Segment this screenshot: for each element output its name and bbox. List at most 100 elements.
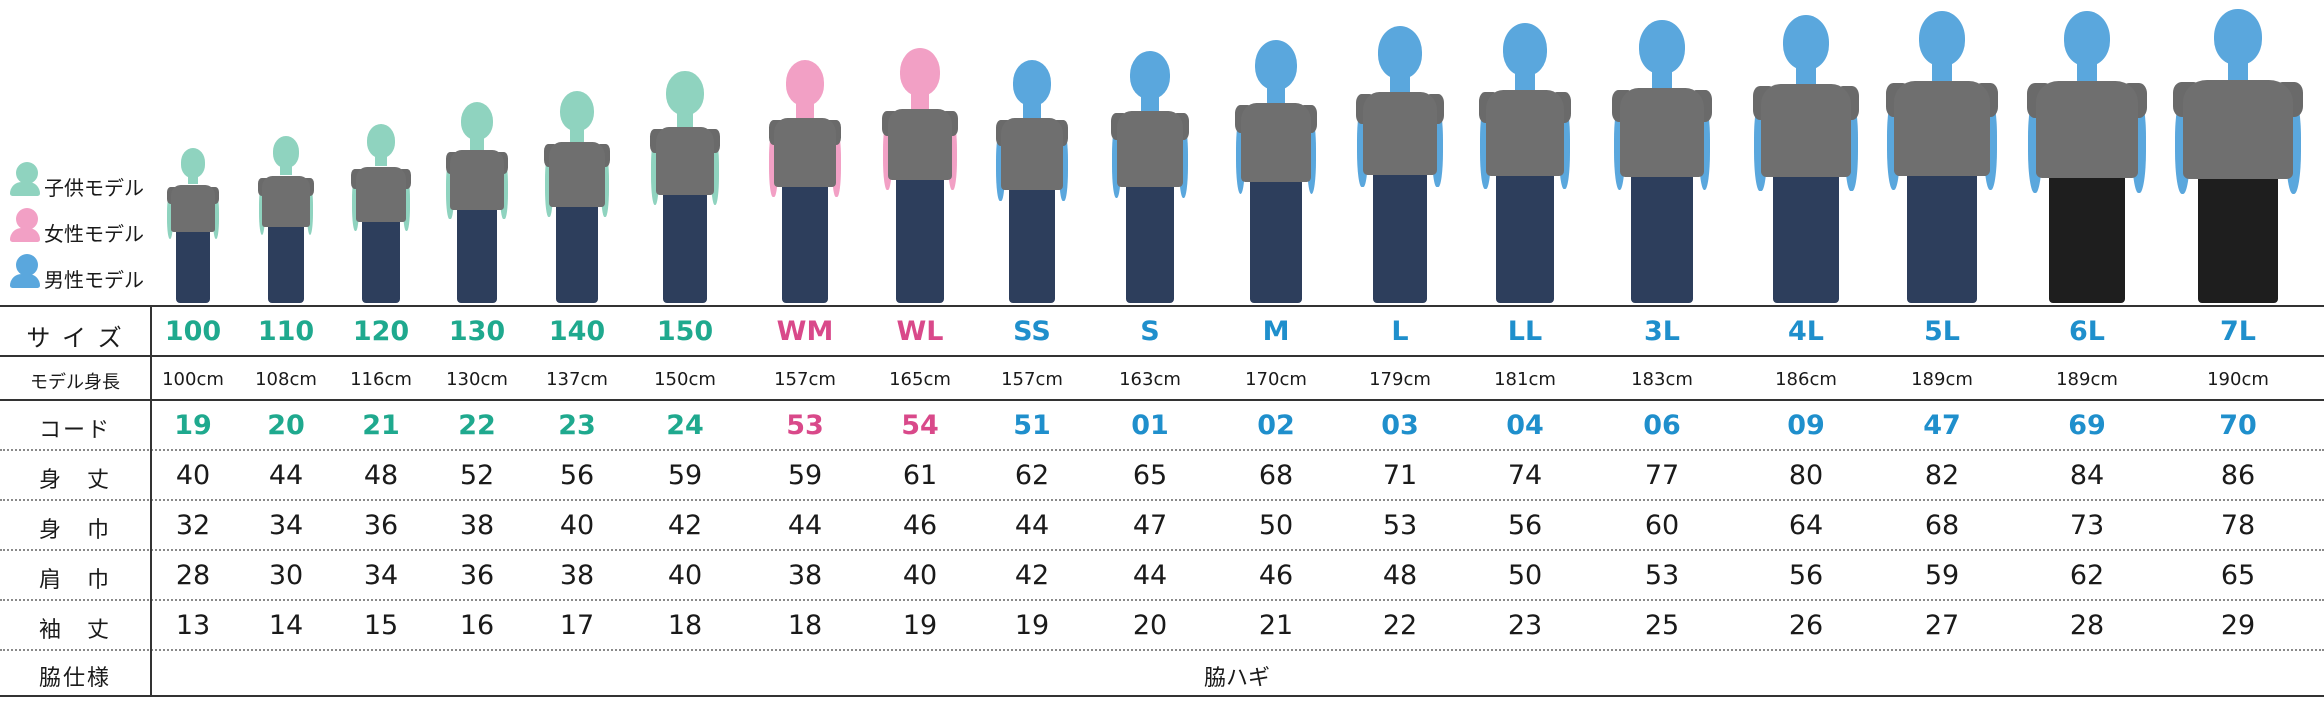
row-label-sleeve: 袖 丈 <box>38 618 111 643</box>
model-head-icon <box>1782 15 1830 70</box>
cell-body-length-6l: 84 <box>2069 460 2105 491</box>
cell-body-length-7l: 86 <box>2220 460 2256 491</box>
cell-size-7l: 7L <box>2220 316 2256 347</box>
row-size: サ イ ズ 100 110 120 130 140 150 WM WL SS S M L LL 3L 4L 5… <box>0 306 2324 356</box>
cell-body-length-110: 44 <box>268 460 304 491</box>
cell-size-110: 110 <box>257 316 315 347</box>
legend-label: 男性モデル <box>44 268 144 292</box>
cell-height-100: 100cm <box>162 369 224 390</box>
cell-shoulder-ss: 42 <box>1014 560 1050 591</box>
cell-size-wm: WM <box>776 316 834 347</box>
row-code: コード 19 20 21 22 23 24 53 54 51 01 02 03 04 06 09 47 69 70 <box>0 400 2324 450</box>
cell-body-width-l: 53 <box>1382 510 1418 541</box>
cell-body-width-s: 47 <box>1132 510 1168 541</box>
row-model-height: モデル身長 100cm 108cm 116cm 130cm 137cm 150cm 157c… <box>0 356 2324 400</box>
model-head-icon <box>366 123 396 158</box>
row-label-code: コード <box>38 418 111 443</box>
cell-size-l: L <box>1391 316 1409 347</box>
cell-size-150: 150 <box>656 316 714 347</box>
cell-height-110: 108cm <box>255 369 317 390</box>
tshirt-shape <box>1761 84 1851 178</box>
model-head-icon <box>1377 26 1423 79</box>
cell-code-120: 21 <box>362 410 400 441</box>
cell-height-140: 137cm <box>546 369 608 390</box>
cell-height-ss: 157cm <box>1001 369 1063 390</box>
cell-code-7l: 70 <box>2219 410 2257 441</box>
cell-size-140: 140 <box>548 316 606 347</box>
cell-code-m: 02 <box>1257 410 1295 441</box>
table-dotted-rule <box>0 449 2324 451</box>
cell-height-m: 170cm <box>1245 369 1307 390</box>
cell-body-length-150: 59 <box>667 460 703 491</box>
table-dotted-rule <box>0 549 2324 551</box>
cell-sleeve-120: 15 <box>363 610 399 641</box>
tshirt-shape <box>2035 80 2139 179</box>
cell-body-width-wm: 44 <box>787 510 823 541</box>
legend-item-women: 女性モデル <box>4 206 164 246</box>
cell-body-length-130: 52 <box>459 460 495 491</box>
cell-shoulder-120: 34 <box>363 560 399 591</box>
model-head-icon <box>460 101 494 141</box>
cell-body-width-5l: 68 <box>1924 510 1960 541</box>
tshirt-shape <box>262 175 310 228</box>
model-head-icon <box>2214 9 2262 65</box>
cell-body-length-m: 68 <box>1258 460 1294 491</box>
cell-shoulder-110: 30 <box>268 560 304 591</box>
cell-height-wl: 165cm <box>889 369 951 390</box>
cell-body-width-7l: 78 <box>2220 510 2256 541</box>
cell-sleeve-l: 22 <box>1382 610 1418 641</box>
row-side-spec: 脇仕様 脇ハギ <box>0 650 2324 696</box>
model-head-icon <box>785 60 825 107</box>
row-label-body-width: 身 巾 <box>38 518 111 543</box>
cell-body-length-3l: 77 <box>1644 460 1680 491</box>
cell-height-6l: 189cm <box>2056 369 2118 390</box>
cell-sleeve-100: 13 <box>175 610 211 641</box>
cell-body-length-ll: 74 <box>1507 460 1543 491</box>
cell-sleeve-4l: 26 <box>1788 610 1824 641</box>
tshirt-shape <box>1620 87 1704 178</box>
cell-size-3l: 3L <box>1644 316 1680 347</box>
cell-body-width-m: 50 <box>1258 510 1294 541</box>
cell-body-width-ll: 56 <box>1507 510 1543 541</box>
tshirt-shape <box>1485 90 1565 176</box>
cell-code-4l: 09 <box>1787 410 1825 441</box>
cell-body-length-s: 65 <box>1132 460 1168 491</box>
tshirt-shape <box>1362 92 1438 175</box>
table-label-divider <box>150 306 152 696</box>
cell-shoulder-wm: 38 <box>787 560 823 591</box>
cell-height-7l: 190cm <box>2207 369 2269 390</box>
table-bottom-rule <box>0 695 2324 697</box>
tshirt-shape <box>1241 103 1311 182</box>
model-figures <box>0 0 2324 306</box>
tshirt-shape <box>549 141 605 207</box>
row-label-shoulder: 肩 巾 <box>38 568 111 593</box>
cell-code-110: 20 <box>267 410 305 441</box>
cell-code-130: 22 <box>458 410 496 441</box>
cell-shoulder-6l: 62 <box>2069 560 2105 591</box>
cell-size-5l: 5L <box>1924 316 1960 347</box>
cell-height-ll: 181cm <box>1494 369 1556 390</box>
cell-sleeve-140: 17 <box>559 610 595 641</box>
cell-height-3l: 183cm <box>1631 369 1693 390</box>
cell-size-100: 100 <box>164 316 222 347</box>
legend-label: 女性モデル <box>44 222 144 246</box>
cell-shoulder-5l: 59 <box>1924 560 1960 591</box>
cell-sleeve-ss: 19 <box>1014 610 1050 641</box>
table-dotted-rule <box>0 599 2324 601</box>
cell-body-width-ss: 44 <box>1014 510 1050 541</box>
cell-body-length-120: 48 <box>363 460 399 491</box>
row-label-size: サ イ ズ <box>26 324 124 352</box>
table-dotted-rule <box>0 649 2324 651</box>
cell-code-ss: 51 <box>1013 410 1051 441</box>
cell-sleeve-150: 18 <box>667 610 703 641</box>
cell-size-4l: 4L <box>1788 316 1824 347</box>
row-shoulder-width: 肩 巾 28 30 34 36 38 40 38 40 42 44 46 48 50 53 56 59 62 65 <box>0 550 2324 600</box>
side-spec-value: 脇ハギ <box>1203 666 1270 691</box>
kids-person-icon <box>8 160 40 198</box>
cell-code-100: 19 <box>174 410 212 441</box>
cell-code-s: 01 <box>1131 410 1169 441</box>
cell-sleeve-ll: 23 <box>1507 610 1543 641</box>
cell-body-width-3l: 60 <box>1644 510 1680 541</box>
cell-sleeve-130: 16 <box>459 610 495 641</box>
cell-body-width-140: 40 <box>559 510 595 541</box>
